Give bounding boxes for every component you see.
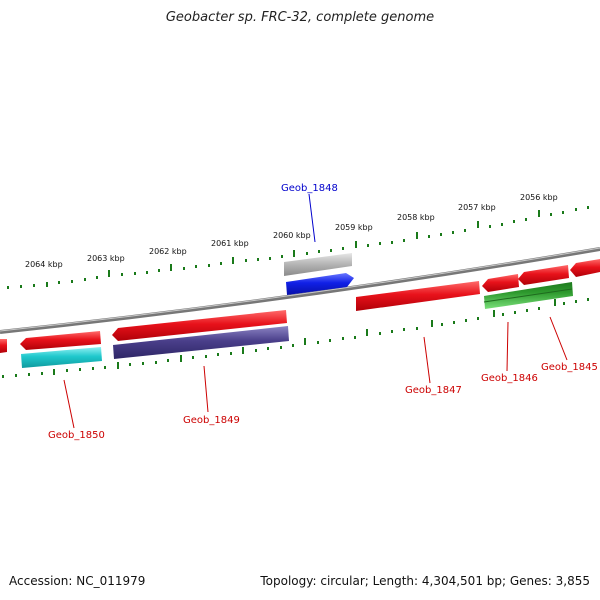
tick-label-2063: 2063 kbp xyxy=(87,254,125,263)
tick-label-2059: 2059 kbp xyxy=(335,223,373,232)
inner-ruler xyxy=(2,298,589,378)
gene-purple-geob-1849[interactable] xyxy=(113,326,289,359)
gene-red-left-edge[interactable] xyxy=(0,339,7,353)
tick-label-2057: 2057 kbp xyxy=(458,203,496,212)
ruler-labels: 2064 kbp 2063 kbp 2062 kbp 2061 kbp 2060… xyxy=(25,193,558,269)
gene-blue-forward[interactable] xyxy=(286,273,354,295)
genome-backbone-highlight xyxy=(0,247,600,332)
outer-ruler xyxy=(7,206,589,289)
gene-cyan-geob-1850[interactable] xyxy=(21,347,102,368)
tick-label-2060: 2060 kbp xyxy=(273,231,311,240)
gene-label-geob-1849: Geob_1849 xyxy=(183,415,240,426)
gene-label-geob-1847: Geob_1847 xyxy=(405,385,462,396)
genome-summary-text: Topology: circular; Length: 4,304,501 bp… xyxy=(260,574,590,588)
genome-backbone xyxy=(0,247,600,334)
gene-red-right-2[interactable] xyxy=(518,265,569,285)
gene-red-right-3[interactable] xyxy=(570,259,600,277)
gene-red-1850-area[interactable] xyxy=(20,331,101,350)
tick-label-2064: 2064 kbp xyxy=(25,260,63,269)
gene-label-geob-1846: Geob_1846 xyxy=(481,373,538,384)
gene-grey-geob-1848[interactable] xyxy=(284,253,352,276)
gene-red-right-1[interactable] xyxy=(482,274,519,292)
tick-label-2061: 2061 kbp xyxy=(211,239,249,248)
gene-red-1849-area[interactable] xyxy=(112,310,287,341)
gene-red-1847[interactable] xyxy=(356,281,480,311)
gene-label-geob-1845: Geob_1845 xyxy=(541,362,598,373)
gene-label-geob-1848: Geob_1848 xyxy=(281,183,338,194)
map-title: Geobacter sp. FRC-32, complete genome xyxy=(165,10,435,25)
gene-green-geob-1846-1845[interactable] xyxy=(483,282,573,309)
tick-label-2058: 2058 kbp xyxy=(397,213,435,222)
tick-label-2056: 2056 kbp xyxy=(520,193,558,202)
accession-text: Accession: NC_011979 xyxy=(9,574,146,588)
gene-label-geob-1850: Geob_1850 xyxy=(48,430,105,441)
label-leaders xyxy=(63,193,568,429)
tick-label-2062: 2062 kbp xyxy=(149,247,187,256)
